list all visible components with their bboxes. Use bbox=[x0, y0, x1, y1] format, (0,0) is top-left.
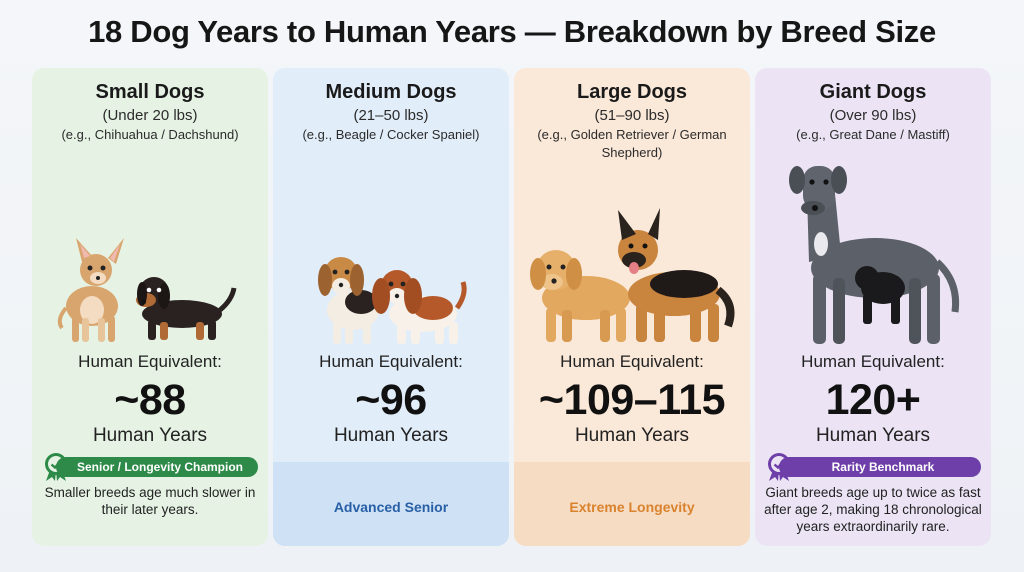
human-years-value: ~88 bbox=[114, 376, 186, 424]
status-label: Advanced Senior bbox=[333, 499, 449, 515]
card-giant-dogs: Giant Dogs (Over 90 lbs) (e.g., Great Da… bbox=[755, 68, 991, 546]
mastiff-silhouette bbox=[855, 266, 905, 324]
status-badge: Rarity Benchmark bbox=[779, 457, 981, 477]
weight-range: (Over 90 lbs) bbox=[829, 107, 917, 124]
card-title: Medium Dogs bbox=[325, 81, 457, 103]
status-badge: Senior / Longevity Champion bbox=[56, 457, 258, 477]
human-years-unit: Human Years bbox=[92, 425, 208, 446]
chihuahua-illustration bbox=[57, 238, 124, 342]
beagle-illustration bbox=[318, 257, 379, 344]
human-equivalent-label: Human Equivalent: bbox=[319, 352, 463, 371]
card-title: Giant Dogs bbox=[819, 81, 927, 103]
card-small-dogs: Small Dogs (Under 20 lbs) (e.g., Chihuah… bbox=[32, 68, 268, 546]
cocker-spaniel-illustration bbox=[372, 270, 467, 344]
card-medium-dogs: Medium Dogs (21–50 lbs) (e.g., Beagle / … bbox=[273, 68, 509, 546]
medium-dogs-illustration bbox=[318, 257, 467, 344]
status-band bbox=[514, 462, 750, 546]
status-band bbox=[273, 462, 509, 546]
card-description: Giant breeds age up to twice as fast aft… bbox=[764, 485, 982, 534]
german-shepherd-illustration bbox=[618, 208, 735, 342]
weight-range: (51–90 lbs) bbox=[594, 107, 670, 124]
human-years-value: ~96 bbox=[355, 376, 427, 424]
card-title: Large Dogs bbox=[576, 81, 688, 103]
human-years-value: ~109–115 bbox=[538, 376, 726, 424]
breed-examples: (e.g., Golden Retriever / German Shepher… bbox=[537, 127, 727, 160]
page-title: 18 Dog Years to Human Years — Breakdown … bbox=[88, 14, 936, 49]
golden-retriever-illustration bbox=[530, 250, 630, 342]
weight-range: (21–50 lbs) bbox=[353, 107, 429, 124]
human-years-value: 120+ bbox=[825, 376, 921, 424]
card-description: Smaller breeds age much slower in their … bbox=[44, 485, 256, 517]
human-years-unit: Human Years bbox=[333, 425, 449, 446]
weight-range: (Under 20 lbs) bbox=[102, 107, 198, 124]
breed-examples: (e.g., Great Dane / Mastiff) bbox=[796, 127, 950, 142]
dachshund-illustration bbox=[136, 277, 237, 340]
breed-examples: (e.g., Beagle / Cocker Spaniel) bbox=[302, 127, 480, 142]
human-equivalent-label: Human Equivalent: bbox=[78, 352, 222, 371]
giant-dogs-illustration bbox=[789, 166, 960, 344]
small-dogs-illustration bbox=[57, 238, 237, 342]
status-label: Extreme Longevity bbox=[569, 499, 695, 515]
human-equivalent-label: Human Equivalent: bbox=[560, 352, 704, 371]
breed-examples: (e.g., Chihuahua / Dachshund) bbox=[61, 127, 239, 142]
great-dane-illustration bbox=[789, 166, 960, 344]
large-dogs-illustration bbox=[530, 208, 735, 342]
human-equivalent-label: Human Equivalent: bbox=[801, 352, 945, 371]
card-title: Small Dogs bbox=[95, 81, 205, 103]
human-years-unit: Human Years bbox=[574, 425, 690, 446]
card-large-dogs: Large Dogs (51–90 lbs) (e.g., Golden Ret… bbox=[514, 68, 750, 546]
human-years-unit: Human Years bbox=[815, 425, 931, 446]
